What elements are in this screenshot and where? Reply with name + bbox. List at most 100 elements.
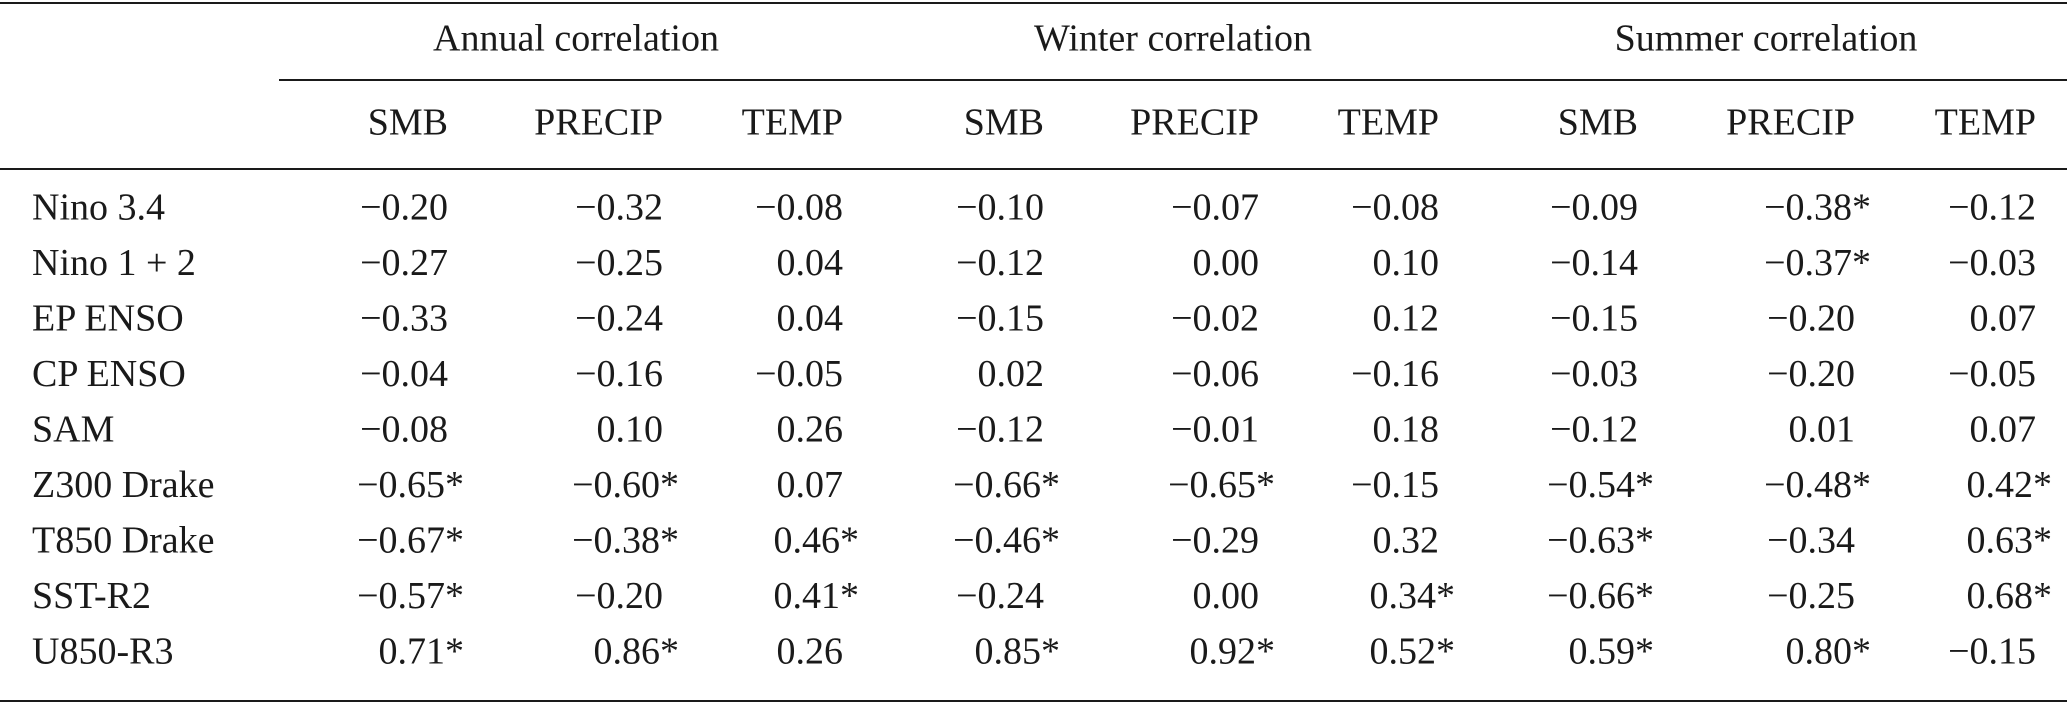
- cell: 0.85*: [975, 631, 1061, 673]
- cell: −0.04: [360, 353, 448, 395]
- cell: −0.29: [1171, 520, 1259, 562]
- cell: 0.18: [1373, 409, 1440, 451]
- cell: −0.15: [1351, 464, 1439, 506]
- cell: −0.16: [1351, 353, 1439, 395]
- cell: 0.34*: [1370, 575, 1456, 617]
- cell: −0.65*: [357, 464, 464, 506]
- row-label: Nino 3.4: [32, 187, 165, 229]
- cell: −0.63*: [1547, 520, 1654, 562]
- cell: −0.38*: [1764, 187, 1871, 229]
- cell: −0.20: [1767, 298, 1855, 340]
- cell: −0.02: [1171, 298, 1259, 340]
- cell: 0.01: [1789, 409, 1856, 451]
- cell: 0.59*: [1569, 631, 1655, 673]
- column-header: TEMP: [1935, 102, 2036, 144]
- column-header: TEMP: [1338, 102, 1439, 144]
- cell: −0.15: [956, 298, 1044, 340]
- row-label: T850 Drake: [32, 520, 215, 562]
- cell: −0.38*: [572, 520, 679, 562]
- cell: −0.15: [1948, 631, 2036, 673]
- cell: −0.34: [1767, 520, 1855, 562]
- cell: 0.02: [978, 353, 1045, 395]
- cell: −0.10: [956, 187, 1044, 229]
- column-header: SMB: [1558, 102, 1638, 144]
- cell: −0.33: [360, 298, 448, 340]
- cell: −0.20: [575, 575, 663, 617]
- column-header: SMB: [964, 102, 1044, 144]
- cell: −0.15: [1550, 298, 1638, 340]
- cell: −0.05: [1948, 353, 2036, 395]
- cell: −0.65*: [1168, 464, 1275, 506]
- row-label: Nino 1 + 2: [32, 242, 196, 284]
- cell: 0.46*: [774, 520, 860, 562]
- cell: 0.00: [1193, 242, 1260, 284]
- cell: −0.25: [1767, 575, 1855, 617]
- cell: 0.26: [777, 409, 844, 451]
- cell: −0.08: [755, 187, 843, 229]
- cell: −0.08: [1351, 187, 1439, 229]
- row-label: CP ENSO: [32, 353, 186, 395]
- column-header: PRECIP: [534, 102, 663, 144]
- cell: −0.06: [1171, 353, 1259, 395]
- cell: 0.86*: [594, 631, 680, 673]
- cell: −0.54*: [1547, 464, 1654, 506]
- cell: −0.66*: [953, 464, 1060, 506]
- cell: −0.03: [1550, 353, 1638, 395]
- column-header: PRECIP: [1726, 102, 1855, 144]
- column-header: TEMP: [742, 102, 843, 144]
- cell: −0.46*: [953, 520, 1060, 562]
- cell: −0.48*: [1764, 464, 1871, 506]
- cell: 0.07: [1970, 409, 2037, 451]
- cell: −0.32: [575, 187, 663, 229]
- cell: 0.04: [777, 298, 844, 340]
- cell: 0.10: [1373, 242, 1440, 284]
- cell: 0.12: [1373, 298, 1440, 340]
- cell: 0.71*: [379, 631, 465, 673]
- cell: 0.52*: [1370, 631, 1456, 673]
- cell: −0.16: [575, 353, 663, 395]
- cell: 0.07: [1970, 298, 2037, 340]
- column-header: SMB: [368, 102, 448, 144]
- cell: −0.05: [755, 353, 843, 395]
- group-header: Summer correlation: [1615, 18, 1918, 60]
- cell: −0.37*: [1764, 242, 1871, 284]
- cell: −0.12: [1550, 409, 1638, 451]
- cell: −0.12: [956, 409, 1044, 451]
- row-label: SAM: [32, 409, 114, 451]
- cell: −0.12: [956, 242, 1044, 284]
- cell: −0.60*: [572, 464, 679, 506]
- cell: −0.66*: [1547, 575, 1654, 617]
- cell: −0.24: [575, 298, 663, 340]
- cell: −0.67*: [357, 520, 464, 562]
- cell: −0.07: [1171, 187, 1259, 229]
- cell: 0.68*: [1967, 575, 2053, 617]
- column-header: PRECIP: [1130, 102, 1259, 144]
- row-label: SST-R2: [32, 575, 151, 617]
- cell: 0.42*: [1967, 464, 2053, 506]
- cell: −0.20: [360, 187, 448, 229]
- row-label: U850-R3: [32, 631, 173, 673]
- group-header: Annual correlation: [433, 18, 719, 60]
- row-label: EP ENSO: [32, 298, 184, 340]
- cell: −0.20: [1767, 353, 1855, 395]
- cell: −0.14: [1550, 242, 1638, 284]
- group-header: Winter correlation: [1034, 18, 1312, 60]
- cell: 0.92*: [1190, 631, 1276, 673]
- cell: 0.26: [777, 631, 844, 673]
- cell: 0.00: [1193, 575, 1260, 617]
- cell: −0.12: [1948, 187, 2036, 229]
- cell: 0.32: [1373, 520, 1440, 562]
- cell: −0.57*: [357, 575, 464, 617]
- cell: 0.41*: [774, 575, 860, 617]
- cell: −0.03: [1948, 242, 2036, 284]
- cell: −0.09: [1550, 187, 1638, 229]
- cell: 0.10: [597, 409, 664, 451]
- cell: −0.27: [360, 242, 448, 284]
- cell: −0.25: [575, 242, 663, 284]
- cell: −0.24: [956, 575, 1044, 617]
- cell: 0.04: [777, 242, 844, 284]
- cell: −0.08: [360, 409, 448, 451]
- cell: 0.63*: [1967, 520, 2053, 562]
- cell: 0.07: [777, 464, 844, 506]
